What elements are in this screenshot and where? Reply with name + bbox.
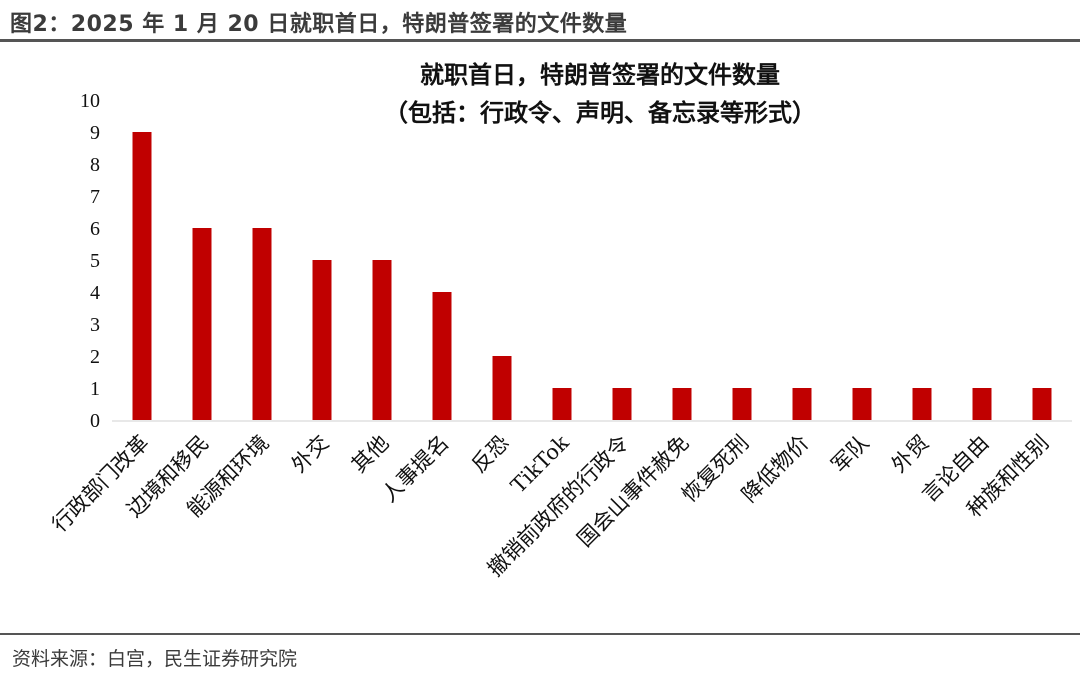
- figure-title: 图2：2025 年 1 月 20 日就职首日，特朗普签署的文件数量: [10, 12, 628, 37]
- y-tick-label: 3: [90, 314, 100, 336]
- y-tick-label: 5: [90, 250, 100, 272]
- bar: [972, 388, 992, 420]
- bars: [132, 132, 1052, 420]
- y-axis-ticks: 0 1 2 3 4 5 6 7 8 9 10: [80, 90, 100, 432]
- y-tick-label: 2: [90, 346, 100, 368]
- bar: [672, 388, 692, 420]
- y-tick-label: 7: [90, 186, 100, 208]
- x-tick-label: 军队: [827, 431, 874, 478]
- source-note: 资料来源：白宫，民生证券研究院: [12, 648, 298, 670]
- bar: [552, 388, 572, 420]
- x-tick-label: 其他: [347, 431, 394, 478]
- y-tick-label: 10: [80, 90, 100, 112]
- y-tick-label: 4: [90, 282, 100, 304]
- x-tick-label: 反恐: [467, 431, 514, 478]
- footer-rule: [0, 633, 1080, 635]
- x-tick-label: 外贸: [887, 431, 934, 478]
- bar: [792, 388, 812, 420]
- y-tick-label: 8: [90, 154, 100, 176]
- x-tick-label: 外交: [287, 431, 334, 478]
- bar: [852, 388, 872, 420]
- bar: [912, 388, 932, 420]
- bar: [732, 388, 752, 420]
- chart-subtitle: （包括：行政令、声明、备忘录等形式）: [384, 98, 816, 127]
- x-tick-label: 国会山事件赦免: [573, 431, 694, 552]
- y-tick-label: 6: [90, 218, 100, 240]
- y-tick-label: 9: [90, 122, 100, 144]
- bar: [612, 388, 632, 420]
- bar: [192, 228, 212, 420]
- bar: [1032, 388, 1052, 420]
- x-tick-label: 人事提名: [377, 431, 453, 507]
- bar: [252, 228, 272, 420]
- x-tick-label: 降低物价: [737, 431, 813, 507]
- y-tick-label: 0: [90, 410, 100, 432]
- bar: [372, 260, 392, 420]
- chart-title: 就职首日，特朗普签署的文件数量: [420, 60, 780, 89]
- bar: [312, 260, 332, 420]
- bar: [132, 132, 152, 420]
- bar: [432, 292, 452, 420]
- header-rule: [0, 39, 1080, 42]
- bar: [492, 356, 512, 420]
- y-tick-label: 1: [90, 378, 100, 400]
